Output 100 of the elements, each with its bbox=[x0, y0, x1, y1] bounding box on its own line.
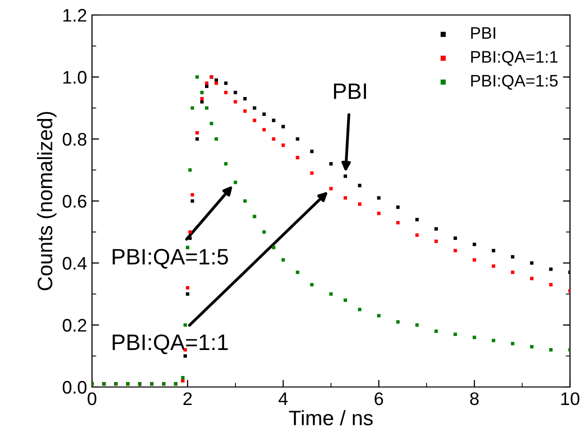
point bbox=[358, 308, 362, 312]
x-tick-label: 6 bbox=[374, 392, 384, 406]
point bbox=[530, 345, 534, 348]
y-tick-label: 0.6 bbox=[62, 194, 86, 208]
point bbox=[329, 186, 333, 190]
point bbox=[310, 171, 314, 175]
point bbox=[358, 184, 362, 188]
x-axis-title: Time / ns bbox=[289, 410, 373, 426]
annotation: PBI bbox=[334, 84, 366, 99]
point bbox=[510, 342, 514, 346]
y-tick-label: 1.0 bbox=[63, 70, 86, 84]
point bbox=[282, 124, 285, 128]
point bbox=[549, 268, 553, 271]
y-tick-label: 0.0 bbox=[62, 380, 86, 394]
point bbox=[492, 264, 496, 268]
annotation: PBI:QA=1:1 bbox=[112, 334, 228, 354]
y-tick-label: 0.4 bbox=[62, 256, 87, 270]
point bbox=[434, 240, 438, 243]
point bbox=[296, 270, 300, 274]
point bbox=[205, 106, 208, 110]
point bbox=[195, 137, 199, 141]
point bbox=[195, 131, 199, 134]
point bbox=[510, 255, 514, 258]
y-axis-title: Counts (nomalized) bbox=[37, 112, 56, 290]
point bbox=[282, 144, 285, 147]
point bbox=[530, 261, 534, 265]
point bbox=[377, 196, 380, 200]
point bbox=[234, 100, 238, 104]
point bbox=[454, 332, 457, 336]
point bbox=[190, 199, 194, 203]
point bbox=[282, 258, 285, 262]
point bbox=[205, 84, 208, 88]
point bbox=[415, 233, 419, 237]
point bbox=[262, 112, 266, 116]
point bbox=[252, 118, 256, 122]
y-tick-label: 0.8 bbox=[62, 132, 86, 146]
point bbox=[234, 180, 238, 184]
point bbox=[344, 196, 348, 200]
y-tick-label: 1.2 bbox=[63, 8, 86, 22]
x-tick-label: 0 bbox=[88, 392, 96, 406]
point bbox=[186, 286, 190, 290]
point bbox=[184, 323, 187, 327]
point bbox=[200, 100, 204, 104]
point bbox=[510, 270, 514, 274]
point bbox=[224, 162, 228, 166]
legend-label: PBI:QA=1:5 bbox=[471, 74, 558, 90]
point bbox=[205, 82, 208, 85]
legend-label: PBI bbox=[471, 27, 496, 39]
point bbox=[530, 276, 534, 280]
annotation: PBI:QA=1:5 bbox=[112, 248, 228, 269]
point bbox=[549, 283, 553, 286]
point bbox=[472, 336, 476, 340]
point bbox=[434, 330, 438, 333]
x-tick-label: 10 bbox=[561, 392, 580, 406]
point bbox=[214, 82, 218, 85]
point bbox=[188, 236, 192, 240]
point bbox=[434, 227, 438, 231]
point bbox=[234, 90, 238, 94]
point bbox=[214, 78, 218, 82]
point bbox=[262, 128, 266, 132]
point bbox=[377, 314, 380, 318]
point bbox=[377, 212, 380, 216]
point bbox=[186, 292, 190, 296]
point bbox=[310, 150, 314, 154]
point bbox=[272, 246, 276, 250]
point bbox=[454, 248, 457, 252]
point bbox=[243, 97, 247, 100]
point bbox=[272, 137, 276, 141]
point bbox=[415, 218, 419, 222]
point bbox=[472, 242, 476, 246]
point bbox=[396, 221, 400, 224]
point bbox=[296, 156, 300, 160]
y-tick-label: 0.2 bbox=[62, 318, 86, 332]
point bbox=[190, 106, 194, 110]
x-tick-label: 4 bbox=[278, 392, 288, 405]
point bbox=[214, 137, 218, 141]
x-tick-label: 2 bbox=[183, 392, 192, 405]
point bbox=[454, 236, 457, 240]
point bbox=[272, 118, 276, 122]
point bbox=[396, 206, 400, 209]
point bbox=[344, 298, 348, 302]
point bbox=[224, 90, 228, 94]
point bbox=[549, 348, 553, 352]
point bbox=[181, 376, 185, 380]
point bbox=[200, 90, 204, 94]
point bbox=[190, 193, 194, 196]
point bbox=[329, 162, 333, 166]
point bbox=[358, 202, 362, 206]
point bbox=[472, 258, 476, 262]
point bbox=[492, 248, 496, 252]
point bbox=[195, 75, 199, 79]
point bbox=[224, 82, 228, 85]
legend-label: PBI:QA=1:1 bbox=[471, 50, 558, 66]
point bbox=[310, 283, 314, 286]
point bbox=[396, 320, 400, 324]
point bbox=[344, 174, 348, 178]
x-tick-label: 8 bbox=[470, 392, 479, 406]
point bbox=[262, 230, 266, 234]
point bbox=[200, 97, 204, 100]
point bbox=[243, 109, 247, 113]
